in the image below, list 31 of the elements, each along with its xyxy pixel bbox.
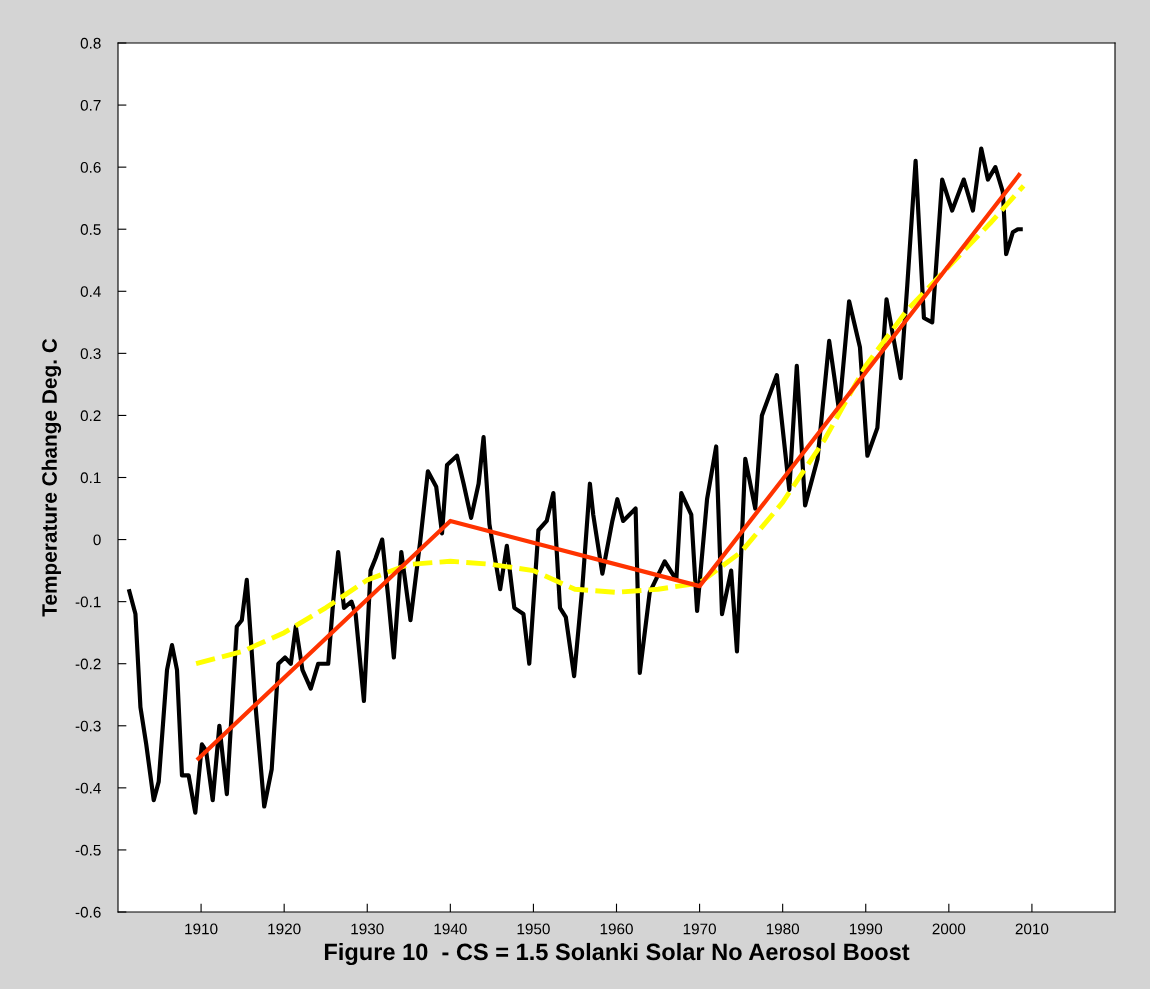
x-tick-label: 1940: [434, 923, 467, 935]
x-tick-label: 1920: [268, 923, 301, 935]
y-tick-label: 0.5: [80, 224, 101, 235]
x-tick-label: 1960: [600, 923, 633, 935]
x-tick-label: 1930: [351, 923, 384, 935]
x-tick-label: 1980: [766, 923, 800, 935]
y-tick-label: -0.4: [75, 782, 101, 794]
x-axis-title: Figure 10 - CS = 1.5 Solanki Solar No Aerosol Boost: [324, 942, 910, 966]
y-tick-label: 0.8: [80, 37, 101, 49]
x-tick-label: 1910: [185, 923, 218, 935]
x-tick-label: 2000: [932, 923, 966, 935]
y-axis-title: Temperature Change Deg. C: [41, 338, 62, 617]
line-series: [126, 146, 1025, 815]
y-tick-label: 0.7: [80, 99, 101, 111]
y-tick-label: 0.1: [80, 472, 101, 484]
line-series: [193, 183, 1027, 667]
y-tick-label: 0.2: [80, 410, 101, 422]
y-tick-label: -0.5: [75, 844, 101, 856]
y-tick-label: -0.2: [75, 658, 101, 670]
y-tick-label: 0.6: [80, 162, 101, 173]
line-series: [194, 171, 1023, 763]
y-tick-label: 0.3: [80, 348, 101, 360]
y-tick-label: 0: [93, 534, 101, 546]
y-tick-label: -0.1: [75, 596, 101, 608]
x-tick-label: 1970: [683, 923, 716, 935]
x-tick-label: 2010: [1015, 923, 1049, 935]
x-tick-label: 1950: [517, 923, 550, 935]
x-tick-label: 1990: [849, 923, 883, 935]
y-tick-label: -0.6: [75, 906, 101, 918]
y-tick-label: 0.4: [80, 286, 101, 297]
y-tick-label: -0.3: [75, 720, 101, 732]
